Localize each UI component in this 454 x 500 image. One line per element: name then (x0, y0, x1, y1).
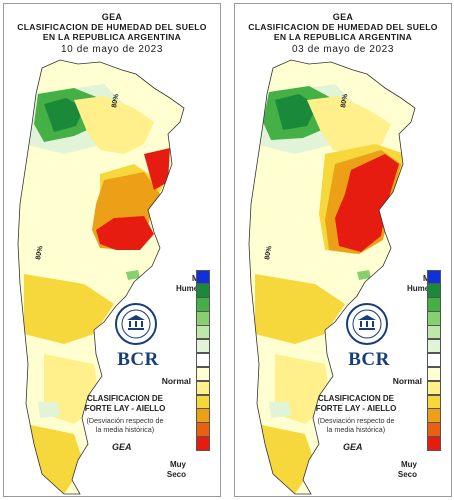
legend-swatch (196, 297, 210, 312)
classification-title: CLASIFICACION DE FORTE LAY - AIELLO (301, 394, 411, 414)
soil-moisture-map-left: 80% 80% (17, 59, 185, 495)
legend-swatch (196, 311, 210, 326)
classification-description: (Desviación respecto de la media históri… (301, 416, 411, 434)
legend-label-muy-seco: Muy Seco (166, 460, 186, 479)
bcr-seal-icon (346, 303, 388, 345)
legend-swatch (196, 394, 210, 409)
legend-swatch (427, 366, 441, 382)
classification-title-line1: CLASIFICACION DE (87, 394, 163, 403)
classification-title-line1: CLASIFICACION DE (318, 394, 394, 403)
isoline-label: 80% (264, 245, 273, 261)
legend-color-scale (427, 269, 441, 451)
soil-moisture-map-right: 80% 80% (248, 59, 416, 495)
legend-label-normal: Normal (392, 376, 422, 386)
legend-swatch (196, 352, 210, 368)
legend-swatch (196, 408, 210, 423)
legend-swatch (427, 380, 441, 396)
classification-title-line2: FORTE LAY - AIELLO (84, 404, 166, 413)
legend-swatch (427, 325, 441, 340)
legend-label-muy-seco: Muy Seco (397, 460, 417, 479)
classification-desc-line2: la media histórica) (95, 425, 155, 434)
isoline-label: 80% (111, 93, 120, 109)
isoline-label: 80% (35, 245, 44, 261)
classification-title-line2: FORTE LAY - AIELLO (315, 404, 397, 413)
title-line1: CLASIFICACION DE HUMEDAD DEL SUELO (17, 22, 207, 32)
bcr-logo: BCR (348, 349, 390, 370)
legend-swatch (196, 269, 210, 284)
legend-swatch (427, 352, 441, 368)
legend-swatch (427, 269, 441, 284)
legend-swatch (427, 422, 441, 437)
title-line1: CLASIFICACION DE HUMEDAD DEL SUELO (248, 22, 438, 32)
legend-swatch (427, 311, 441, 326)
legend-label-normal: Normal (161, 376, 191, 386)
legend-swatch (427, 408, 441, 423)
bcr-logo: BCR (117, 349, 159, 370)
title-line2: EN LA REPUBLICA ARGENTINA (273, 32, 413, 42)
legend-swatch (196, 325, 210, 340)
title-org: GEA (101, 12, 123, 22)
classification-desc-line1: (Desviación respecto de (317, 416, 395, 425)
gea-logo: GEA (343, 442, 363, 452)
title-org: GEA (332, 12, 354, 22)
legend-swatch (196, 436, 210, 451)
legend-swatch (196, 422, 210, 437)
legend-swatch (196, 380, 210, 396)
map-date: 10 de mayo de 2023 (61, 44, 163, 55)
legend-swatch (196, 338, 210, 354)
bcr-seal-icon (115, 303, 157, 345)
classification-desc-line1: (Desviación respecto de (86, 416, 164, 425)
isoline-label: 80% (340, 93, 349, 109)
legend-swatch (427, 283, 441, 298)
legend-color-scale (196, 269, 210, 451)
title-line2: EN LA REPUBLICA ARGENTINA (42, 32, 182, 42)
gea-logo: GEA (112, 442, 132, 452)
classification-title: CLASIFICACION DE FORTE LAY - AIELLO (70, 394, 180, 414)
map-panel-right: 80% 80% GEA CLASIFICACION DE HUMEDAD DEL… (234, 3, 452, 497)
legend-swatch (427, 338, 441, 354)
legend-swatch (196, 283, 210, 298)
legend-swatch (196, 366, 210, 382)
classification-desc-line2: la media histórica) (326, 425, 386, 434)
legend-swatch (427, 436, 441, 451)
legend-swatch (427, 394, 441, 409)
legend-swatch (427, 297, 441, 312)
map-panel-left: 80% 80% GEA CLASIFICACION DE HUMEDAD DEL… (3, 3, 221, 497)
map-date: 03 de mayo de 2023 (292, 44, 394, 55)
classification-description: (Desviación respecto de la media históri… (70, 416, 180, 434)
